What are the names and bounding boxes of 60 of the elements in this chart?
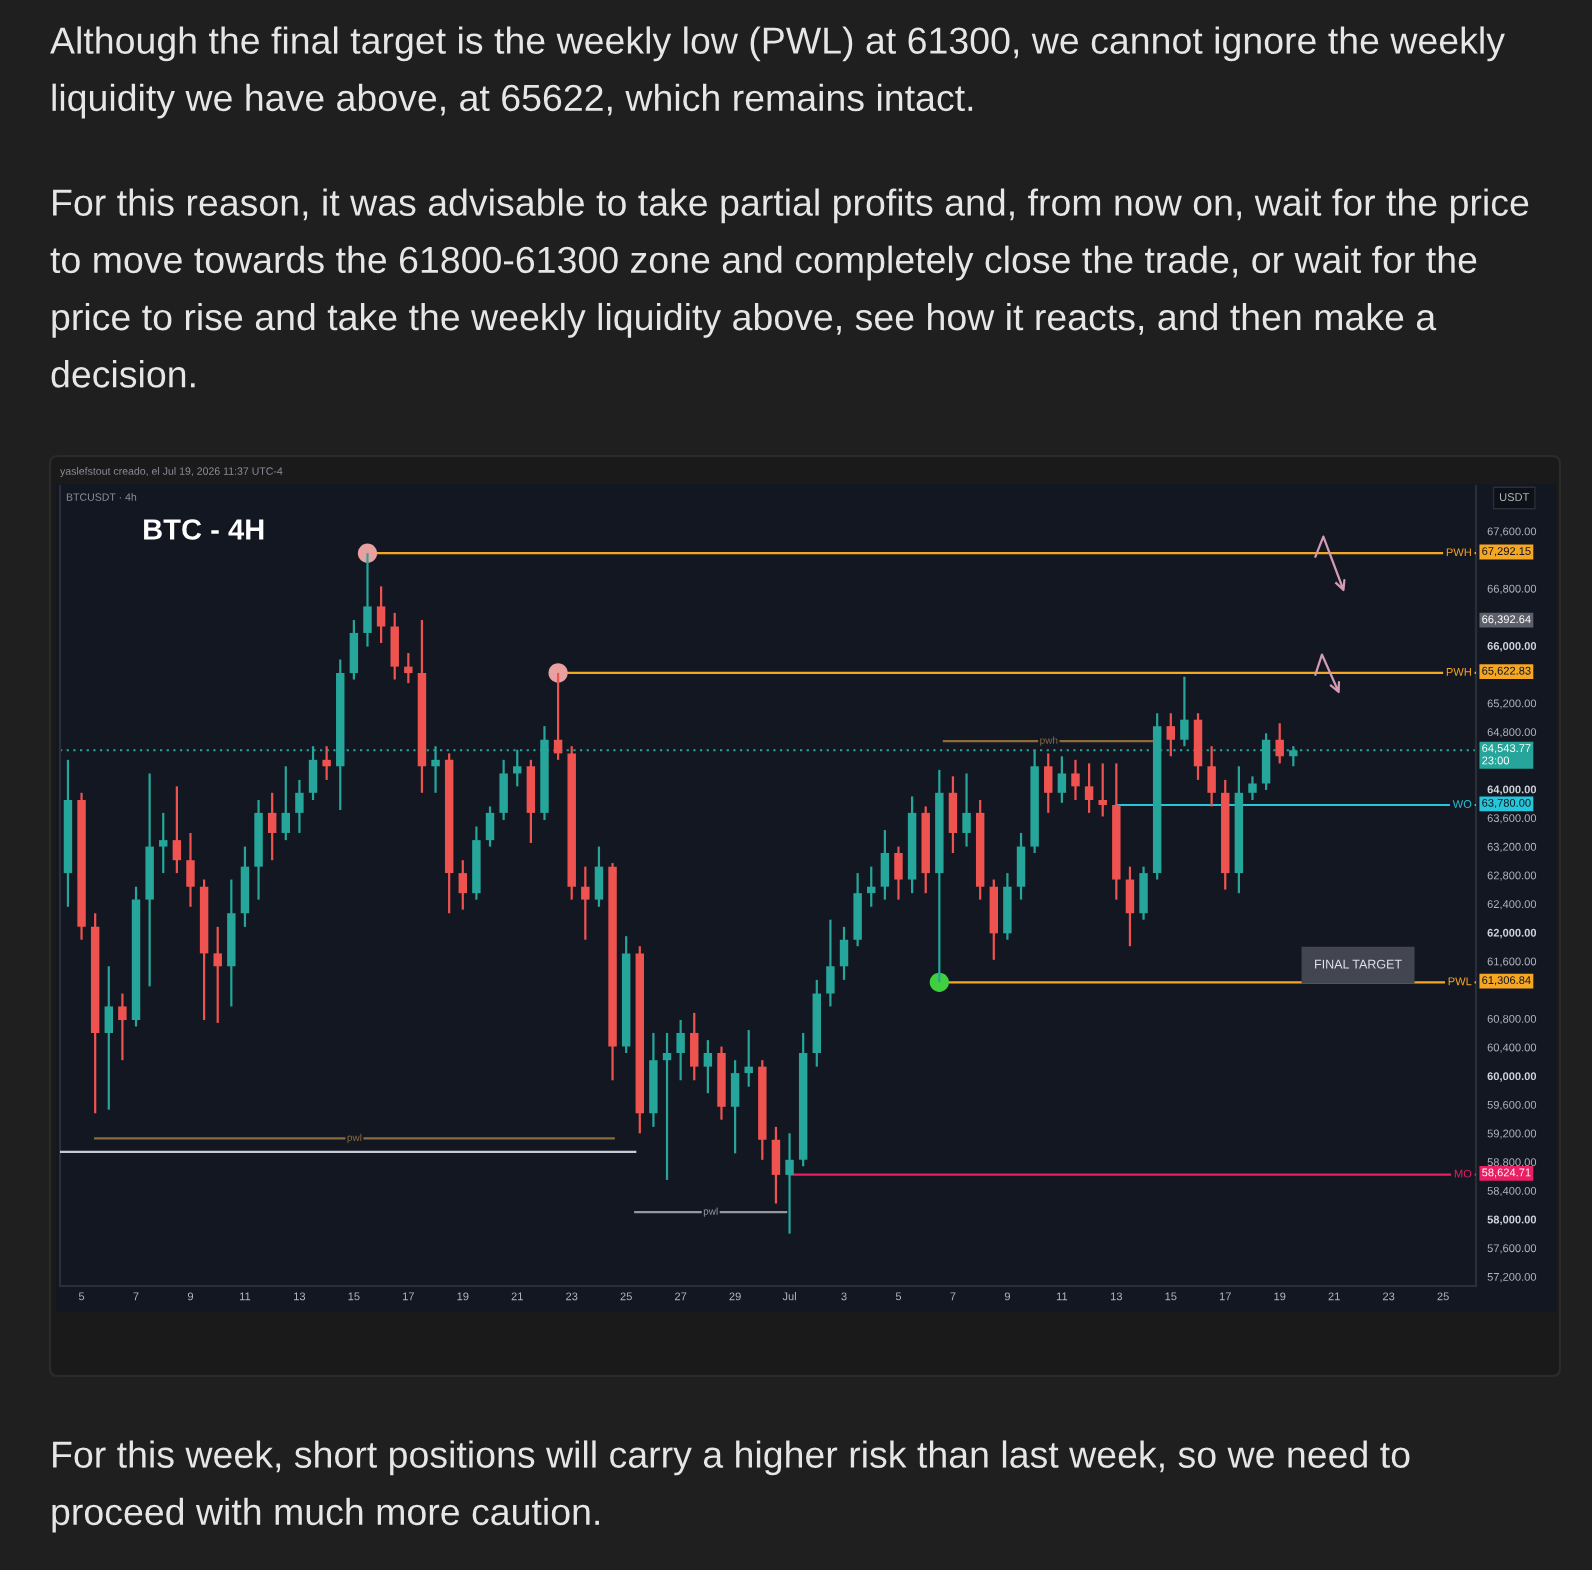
candlestick [662, 1031, 672, 1182]
candlestick [785, 1132, 794, 1235]
candlestick [172, 785, 182, 875]
candlestick [349, 618, 359, 681]
candlestick [1003, 871, 1012, 941]
candlestick [1139, 865, 1148, 921]
text: Although the final target is the weekly low (PWL) at 61300, we cannot ignore the weekly liquidity we have above, at 65622, which remains intact. [50, 26, 1505, 119]
candlestick [104, 965, 114, 1111]
candlestick [213, 925, 222, 1025]
candlestick [703, 1039, 713, 1095]
candlestick [962, 772, 971, 848]
candlestick [485, 805, 495, 848]
candlestick [581, 865, 590, 941]
point [929, 972, 949, 992]
text: For this week, short positions will carry a higher risk than last week, so we need to proceed with much more caution. [52, 1440, 1410, 1533]
candlestick [853, 871, 862, 948]
candlestick [594, 845, 604, 908]
candlestick [281, 765, 291, 842]
candlestick [159, 811, 168, 875]
text: BTC - 4H [144, 519, 264, 540]
candlestick [880, 828, 890, 901]
candlestick [186, 831, 195, 908]
candlestick [744, 1028, 753, 1088]
candlestick [1057, 755, 1067, 804]
candlestick [295, 778, 304, 835]
candlestick [553, 671, 563, 761]
text: For this reason, it was advisable to take partial profits and, from now on, wait for the price to move towards the 61800-61300 zone and completely close the trade, or wait for the price to rise and take the weekly liquidity above, see how it reacts, and then make a decision. [50, 188, 1529, 388]
candlestick [1084, 762, 1094, 814]
point [548, 663, 568, 683]
candlestick [771, 1125, 781, 1205]
candlestick [1071, 758, 1080, 802]
candlestick [1248, 775, 1257, 802]
candlestick [948, 775, 958, 855]
candlestick [118, 992, 127, 1062]
candlestick [1193, 712, 1203, 782]
candlestick [363, 552, 372, 648]
candlestick [390, 611, 399, 681]
candlestick [1180, 675, 1189, 748]
candlestick [499, 758, 508, 822]
candlestick [1098, 762, 1107, 818]
candlestick [1044, 752, 1053, 814]
candlestick [458, 859, 468, 911]
candlestick [1207, 745, 1216, 808]
candlestick [826, 918, 835, 1008]
candlestick [839, 925, 849, 982]
candlestick [1125, 865, 1135, 948]
candlestick [322, 745, 331, 782]
candlestick [404, 651, 413, 685]
candlestick [894, 845, 903, 901]
candlestick [376, 585, 386, 645]
candlestick [526, 758, 536, 845]
candlestick [730, 1059, 740, 1155]
candlestick [690, 1011, 699, 1082]
candlestick [1275, 722, 1284, 765]
candlestick [267, 791, 277, 862]
candlestick [989, 878, 999, 961]
candlestick [240, 845, 250, 928]
candlestick [1166, 712, 1176, 758]
candlestick [676, 1018, 685, 1082]
candlestick [1016, 831, 1026, 901]
